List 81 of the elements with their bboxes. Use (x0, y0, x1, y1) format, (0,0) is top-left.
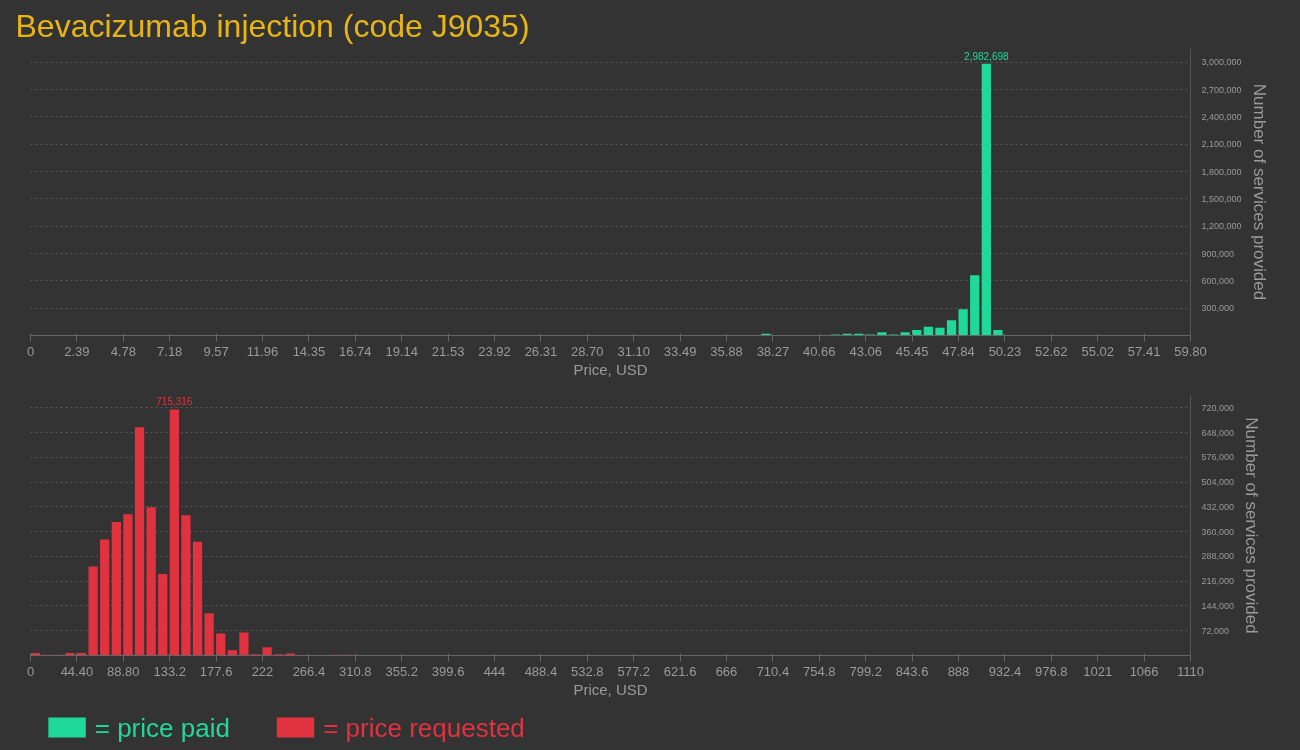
x-tick-label: 843.6 (895, 663, 929, 679)
x-tick-label: 50.23 (988, 343, 1022, 359)
x-tick-label: 577.2 (617, 663, 650, 679)
x-tick-label: 23.92 (478, 343, 511, 359)
x-tick-label: 38.27 (756, 343, 790, 359)
y-tick-label: 600,000 (1201, 275, 1235, 286)
x-tick-label: 16.74 (339, 343, 372, 359)
x-axis-title: Price, USD (573, 680, 648, 698)
x-tick-label: 621.6 (663, 663, 697, 679)
y-tick-label: 2,700,000 (1201, 84, 1242, 95)
x-tick-label: 444 (483, 663, 506, 679)
x-tick-label: 222 (251, 663, 274, 679)
x-tick-label: 0 (26, 663, 35, 679)
x-tick-label: 310.8 (339, 663, 372, 679)
x-tick-label: 488.4 (524, 663, 558, 679)
x-tick-label: 266.4 (292, 663, 326, 679)
x-tick-label: 88.80 (107, 663, 140, 679)
x-tick-label: 45.45 (895, 343, 929, 359)
y-tick-label: 300,000 (1201, 303, 1235, 314)
y-tick-label: 72,000 (1201, 625, 1230, 636)
y-tick-label: 288,000 (1201, 551, 1235, 562)
x-tick-label: 9.57 (203, 343, 229, 359)
y-tick-label: 504,000 (1201, 477, 1235, 488)
x-tick-label: 14.35 (292, 343, 326, 359)
x-tick-label: 532.8 (571, 663, 604, 679)
x-tick-label: 2.39 (64, 343, 90, 359)
chart-title: Bevacizumab injection (code J9035) (15, 7, 530, 44)
x-tick-label: 33.49 (663, 343, 697, 359)
y-tick-label: 3,000,000 (1201, 57, 1242, 68)
legend-label: = price requested (323, 712, 525, 743)
data-label: 2,982,698 (964, 50, 1010, 62)
y-axis-title: Number of services provided (1242, 417, 1262, 634)
x-axis-title: Price, USD (573, 360, 648, 378)
x-tick-label: 1021 (1083, 663, 1113, 679)
y-tick-label: 1,800,000 (1201, 166, 1242, 177)
x-tick-label: 59.80 (1174, 343, 1207, 359)
y-axis-title: Number of services provided (1249, 83, 1269, 301)
y-tick-label: 144,000 (1201, 600, 1235, 611)
y-tick-label: 1,200,000 (1201, 221, 1242, 232)
y-tick-label: 720,000 (1201, 402, 1235, 413)
y-tick-label: 432,000 (1201, 501, 1235, 512)
x-tick-label: 35.88 (710, 343, 743, 359)
y-tick-label: 648,000 (1201, 427, 1235, 438)
y-tick-label: 1,500,000 (1201, 193, 1242, 204)
y-tick-label: 900,000 (1201, 248, 1235, 259)
x-tick-label: 31.10 (617, 343, 650, 359)
data-label: 715,316 (156, 396, 193, 408)
y-tick-label: 2,400,000 (1201, 111, 1242, 122)
y-tick-label: 576,000 (1201, 452, 1235, 463)
x-tick-label: 133.2 (153, 663, 186, 679)
x-tick-label: 1066 (1129, 663, 1159, 679)
x-tick-label: 0 (26, 343, 35, 359)
x-tick-label: 47.84 (942, 343, 975, 359)
x-tick-label: 52.62 (1035, 343, 1068, 359)
x-tick-label: 4.78 (110, 343, 136, 359)
x-tick-label: 799.2 (849, 663, 882, 679)
x-tick-label: 666 (715, 663, 738, 679)
x-tick-label: 177.6 (199, 663, 233, 679)
y-tick-label: 360,000 (1201, 526, 1235, 537)
x-tick-label: 26.31 (524, 343, 558, 359)
legend-label: = price paid (94, 712, 230, 743)
x-tick-label: 355.2 (385, 663, 418, 679)
y-tick-label: 216,000 (1201, 576, 1235, 587)
x-tick-label: 888 (947, 663, 970, 679)
y-tick-label: 2,100,000 (1201, 139, 1242, 150)
x-tick-label: 19.14 (385, 343, 418, 359)
x-tick-label: 55.02 (1081, 343, 1114, 359)
x-tick-label: 21.53 (431, 343, 465, 359)
x-tick-label: 710.4 (756, 663, 790, 679)
x-tick-label: 7.18 (157, 343, 183, 359)
x-tick-label: 754.8 (803, 663, 836, 679)
x-tick-label: 11.96 (246, 343, 279, 359)
x-tick-label: 399.6 (431, 663, 465, 679)
x-tick-label: 57.41 (1127, 343, 1161, 359)
x-tick-label: 1110 (1177, 663, 1204, 679)
x-tick-label: 976.8 (1035, 663, 1068, 679)
x-tick-label: 43.06 (849, 343, 882, 359)
x-tick-label: 40.66 (803, 343, 836, 359)
x-tick-label: 44.40 (60, 663, 94, 679)
x-tick-label: 28.70 (571, 343, 604, 359)
x-tick-label: 932.4 (988, 663, 1022, 679)
